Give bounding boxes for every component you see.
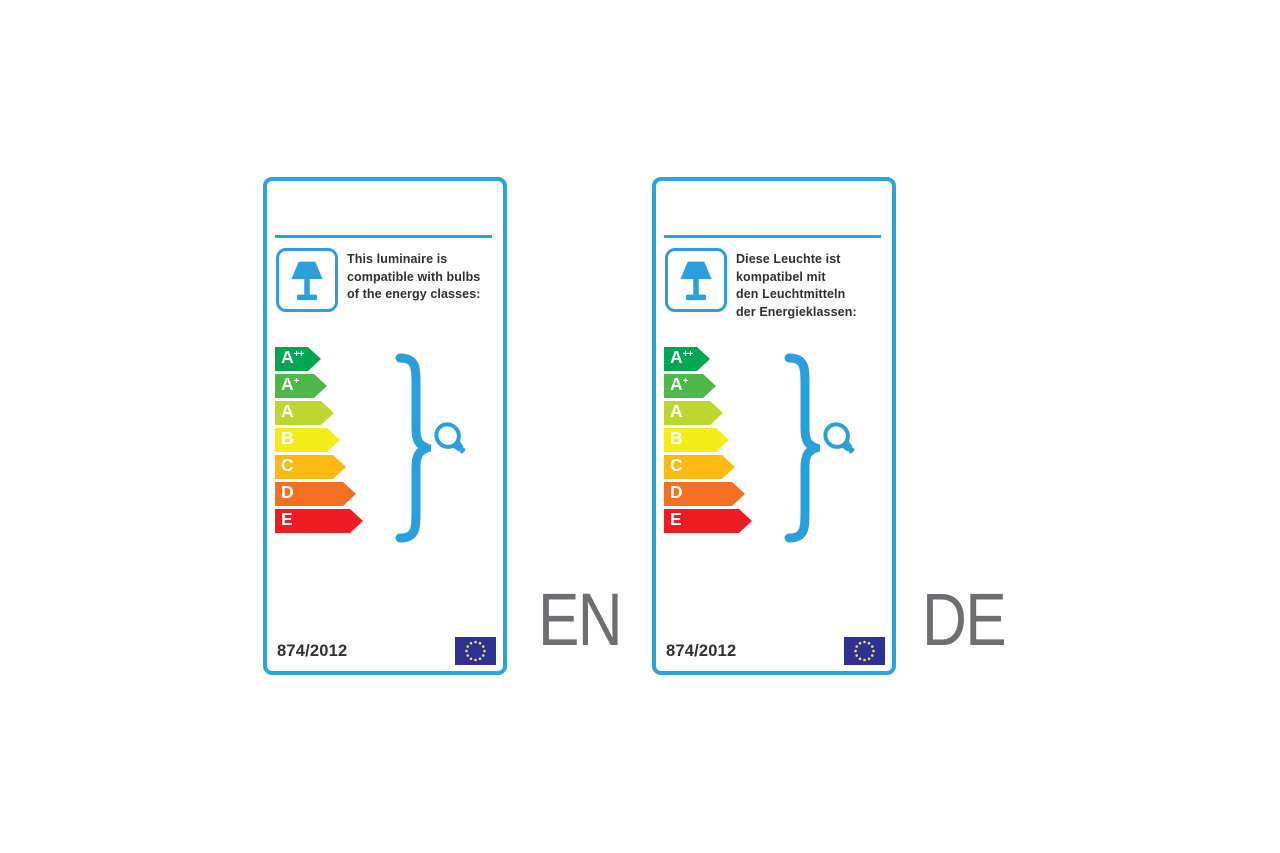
energy-class-arrow: E bbox=[664, 509, 752, 533]
curly-brace-icon bbox=[395, 353, 431, 543]
energy-class-label: A+ bbox=[670, 374, 688, 394]
compatibility-text: This luminaire is compatible with bulbs … bbox=[347, 252, 481, 301]
energy-class-label: E bbox=[281, 509, 293, 529]
regulation-number: 874/2012 bbox=[666, 642, 737, 660]
energy-class-label: A+ bbox=[281, 374, 299, 394]
energy-class-label: B bbox=[670, 428, 683, 448]
curly-brace-icon bbox=[784, 353, 820, 543]
energy-class-arrow: C bbox=[664, 455, 735, 479]
energy-class-arrow: A+ bbox=[275, 374, 327, 398]
energy-class-label: C bbox=[281, 455, 294, 475]
light-bulb-icon bbox=[823, 422, 855, 454]
lamp-pictogram-box bbox=[276, 248, 338, 312]
energy-class-label: B bbox=[281, 428, 294, 448]
divider-line bbox=[664, 235, 881, 238]
eu-flag bbox=[455, 637, 496, 665]
energy-class-arrow: D bbox=[275, 482, 356, 506]
energy-class-label: C bbox=[670, 455, 683, 475]
energy-class-label: D bbox=[670, 482, 683, 502]
energy-class-arrow: E bbox=[275, 509, 363, 533]
energy-label-card-en: This luminaire is compatible with bulbs … bbox=[263, 177, 507, 675]
eu-flag bbox=[844, 637, 885, 665]
energy-class-label: D bbox=[281, 482, 294, 502]
energy-class-arrow: A++ bbox=[275, 347, 321, 371]
energy-class-label: A bbox=[281, 401, 294, 421]
lamp-pictogram-box bbox=[665, 248, 727, 312]
compatibility-text: Diese Leuchte ist kompatibel mit den Leu… bbox=[736, 252, 857, 319]
energy-class-label: A++ bbox=[281, 347, 304, 367]
light-bulb-icon bbox=[434, 422, 466, 454]
energy-class-label: E bbox=[670, 509, 682, 529]
energy-class-label: A++ bbox=[670, 347, 693, 367]
energy-class-arrow: C bbox=[275, 455, 346, 479]
energy-class-arrow: D bbox=[664, 482, 745, 506]
energy-class-scale: A++ A+ A B C D E bbox=[275, 347, 363, 536]
regulation-number: 874/2012 bbox=[277, 642, 348, 660]
table-lamp-icon bbox=[680, 261, 712, 301]
energy-label-card-de: Diese Leuchte ist kompatibel mit den Leu… bbox=[652, 177, 896, 675]
energy-class-arrow: A++ bbox=[664, 347, 710, 371]
energy-class-arrow: A bbox=[664, 401, 723, 425]
table-lamp-icon bbox=[291, 261, 323, 301]
language-label-de: DE bbox=[922, 578, 1007, 661]
language-label-en: EN bbox=[538, 578, 623, 661]
divider-line bbox=[275, 235, 492, 238]
energy-class-arrow: B bbox=[275, 428, 340, 452]
energy-class-arrow: A bbox=[275, 401, 334, 425]
energy-class-arrow: A+ bbox=[664, 374, 716, 398]
energy-class-arrow: B bbox=[664, 428, 729, 452]
energy-class-scale: A++ A+ A B C D E bbox=[664, 347, 752, 536]
energy-class-label: A bbox=[670, 401, 683, 421]
